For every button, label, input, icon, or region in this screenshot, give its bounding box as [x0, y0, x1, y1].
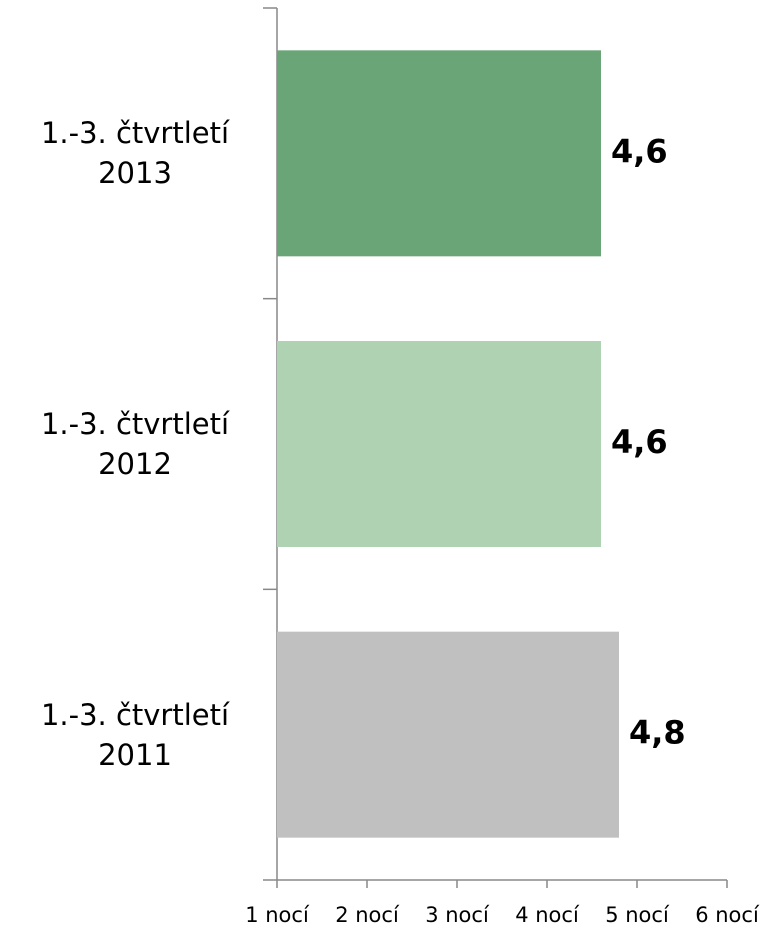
bar — [277, 341, 601, 547]
value-label: 4,6 — [611, 423, 668, 461]
x-tick-label: 4 nocí — [515, 903, 580, 927]
value-label: 4,8 — [629, 714, 686, 752]
x-tick-label: 1 nocí — [245, 903, 310, 927]
bar — [277, 631, 619, 838]
category-label: 1.-3. čtvrtletí 2012 — [40, 407, 230, 481]
x-tick-label: 2 nocí — [335, 903, 400, 927]
category-label: 1.-3. čtvrtletí 2011 — [40, 697, 230, 772]
x-tick-label: 3 nocí — [425, 903, 490, 927]
value-label: 4,6 — [611, 132, 668, 170]
x-tick-label: 5 nocí — [605, 903, 670, 927]
x-tick-label: 6 nocí — [695, 903, 760, 927]
category-label: 1.-3. čtvrtletí 2013 — [40, 116, 230, 191]
bar — [277, 50, 601, 257]
